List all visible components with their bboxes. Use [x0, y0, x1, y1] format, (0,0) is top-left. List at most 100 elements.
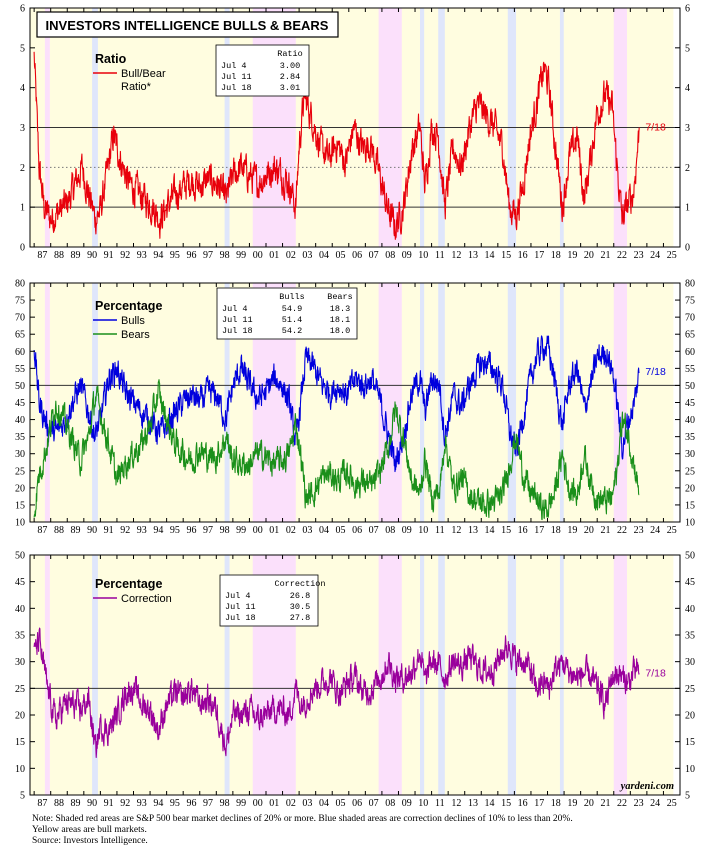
y-tick-label-left: 55	[15, 364, 25, 375]
x-tick-label: 89	[71, 250, 81, 261]
x-tick-label: 03	[302, 798, 312, 809]
data-table-date: Jul 18	[222, 326, 253, 336]
y-tick-label-right: 70	[685, 313, 695, 324]
x-tick-label: 22	[617, 525, 627, 536]
data-table-value: 18.0	[330, 326, 350, 336]
correction-shading	[559, 555, 564, 795]
x-tick-label: 06	[352, 798, 362, 809]
x-tick-label: 17	[534, 525, 544, 536]
end-date-label: 7/18	[645, 667, 666, 679]
x-tick-label: 11	[435, 250, 445, 261]
x-tick-label: 15	[501, 798, 511, 809]
y-tick-label-right: 20	[685, 483, 695, 494]
y-tick-label-left: 5	[20, 791, 25, 802]
x-tick-label: 99	[236, 525, 246, 536]
x-tick-label: 18	[551, 250, 561, 261]
x-tick-label: 92	[120, 250, 130, 261]
x-tick-label: 14	[485, 250, 495, 261]
y-tick-label-left: 1	[20, 203, 25, 214]
x-tick-label: 01	[269, 798, 279, 809]
y-tick-label-left: 60	[15, 347, 25, 358]
y-tick-label-right: 25	[685, 466, 695, 477]
x-tick-label: 93	[137, 250, 147, 261]
y-tick-label-right: 10	[685, 518, 695, 529]
y-tick-label-left: 2	[20, 163, 25, 174]
data-table-value: 54.9	[282, 304, 302, 314]
y-tick-label-left: 70	[15, 313, 25, 324]
y-tick-label-left: 30	[15, 449, 25, 460]
x-tick-label: 07	[369, 250, 379, 261]
series-line-bulls	[33, 335, 640, 473]
x-tick-label: 97	[203, 798, 213, 809]
x-tick-label: 21	[600, 250, 610, 261]
x-tick-label: 88	[54, 250, 64, 261]
y-tick-label-right: 3	[685, 123, 690, 134]
panel-ratio: 0 01 12 23 34 45 56 687 88 89 90 91 92 93 94 95 96 97 98 99…	[20, 4, 690, 262]
data-table-header: Correction	[274, 579, 325, 589]
x-tick-label: 11	[435, 525, 445, 536]
data-table-value: 26.8	[290, 591, 310, 601]
y-tick-label-left: 45	[15, 398, 25, 409]
y-tick-label-right: 4	[685, 83, 690, 94]
y-tick-label-left: 80	[15, 279, 25, 290]
bear-market-shading	[44, 555, 50, 795]
data-table-date: Jul 11	[221, 72, 252, 82]
x-tick-label: 90	[87, 250, 97, 261]
data-table-date: Jul 4	[222, 304, 248, 314]
x-tick-label: 20	[584, 798, 594, 809]
y-tick-label-right: 65	[685, 330, 695, 341]
y-tick-label-right: 0	[685, 243, 690, 254]
x-tick-label: 25	[667, 798, 677, 809]
x-tick-label: 91	[104, 250, 114, 261]
correction-shading	[507, 555, 517, 795]
y-tick-label-left: 3	[20, 123, 25, 134]
x-tick-label: 19	[567, 525, 577, 536]
x-tick-label: 05	[336, 525, 346, 536]
y-tick-label-right: 25	[685, 684, 695, 695]
y-tick-label-right: 40	[685, 415, 695, 426]
x-tick-label: 11	[435, 798, 445, 809]
x-tick-label: 23	[634, 798, 644, 809]
y-tick-label-left: 40	[15, 604, 25, 615]
x-tick-label: 17	[534, 250, 544, 261]
x-tick-label: 02	[286, 250, 296, 261]
y-tick-label-right: 75	[685, 296, 695, 307]
x-tick-label: 09	[402, 250, 412, 261]
x-tick-label: 95	[170, 250, 180, 261]
footnote-2: Yellow areas are bull markets.	[32, 825, 147, 835]
x-tick-label: 15	[501, 525, 511, 536]
x-tick-label: 04	[319, 798, 329, 809]
panel-subtitle: Percentage	[95, 299, 162, 313]
data-table-header: Bears	[327, 292, 353, 302]
y-tick-label-left: 45	[15, 577, 25, 588]
bear-market-shading	[378, 555, 402, 795]
x-tick-label: 91	[104, 525, 114, 536]
x-tick-label: 12	[451, 250, 461, 261]
x-tick-label: 08	[385, 525, 395, 536]
x-tick-label: 25	[667, 525, 677, 536]
x-tick-label: 08	[385, 250, 395, 261]
data-table-date: Jul 4	[221, 61, 247, 71]
x-tick-label: 97	[203, 250, 213, 261]
data-table-value: 18.1	[330, 315, 350, 325]
x-tick-label: 98	[220, 525, 230, 536]
data-table-value: 18.3	[330, 304, 350, 314]
x-tick-label: 15	[501, 250, 511, 261]
x-tick-label: 02	[286, 525, 296, 536]
watermark: yardeni.com	[619, 781, 674, 792]
panel-subtitle: Ratio	[95, 52, 127, 66]
x-tick-label: 01	[269, 525, 279, 536]
x-tick-label: 88	[54, 525, 64, 536]
y-tick-label-left: 5	[20, 43, 25, 54]
y-tick-label-left: 0	[20, 243, 25, 254]
data-table-value: 27.8	[290, 613, 310, 623]
footnote-3: Source: Investors Intelligence.	[32, 836, 148, 846]
panel-correction: 5 5 10 10 15 15 20 20 25 25 30 30 35 35 40 40 45 45 50 50 87…	[15, 551, 695, 810]
footnote-1: Note: Shaded red areas are S&P 500 bear …	[32, 814, 573, 824]
data-table-value: 51.4	[282, 315, 302, 325]
y-tick-label-right: 15	[685, 737, 695, 748]
y-tick-label-left: 40	[15, 415, 25, 426]
y-tick-label-right: 15	[685, 500, 695, 511]
